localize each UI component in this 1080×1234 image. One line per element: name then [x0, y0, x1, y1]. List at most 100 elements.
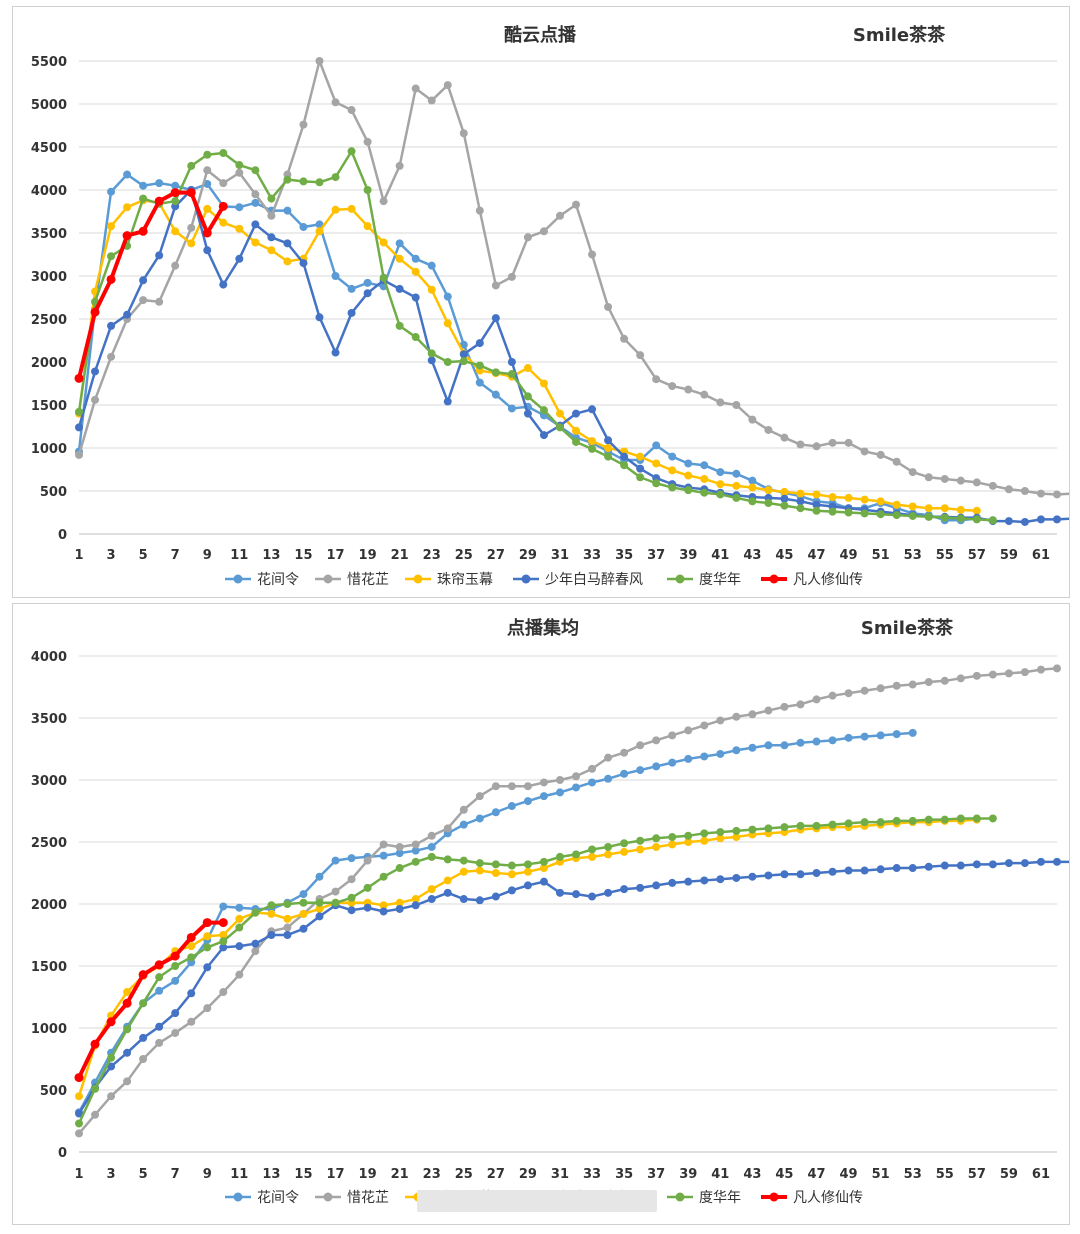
- data-point: [523, 782, 532, 791]
- data-point: [716, 716, 725, 725]
- x-tick-label: 7: [171, 548, 180, 563]
- data-point: [748, 710, 757, 719]
- data-point: [844, 819, 853, 828]
- data-point: [620, 461, 629, 470]
- data-point: [684, 831, 693, 840]
- data-point: [780, 494, 789, 503]
- x-tick-label: 45: [775, 1167, 793, 1182]
- data-point: [523, 881, 532, 890]
- data-point: [892, 511, 901, 520]
- data-point: [732, 746, 741, 755]
- data-point: [331, 856, 340, 865]
- data-point: [539, 857, 548, 866]
- data-point: [652, 842, 661, 851]
- x-tick-label: 33: [583, 548, 601, 563]
- data-point: [427, 842, 436, 851]
- data-point: [636, 473, 645, 482]
- x-tick-label: 9: [203, 548, 212, 563]
- data-point: [748, 415, 757, 424]
- data-point: [844, 733, 853, 742]
- data-point: [203, 204, 212, 213]
- data-point: [908, 511, 917, 520]
- y-tick-label: 4500: [31, 141, 67, 156]
- data-point: [475, 896, 484, 905]
- data-point: [186, 188, 196, 198]
- data-point: [251, 908, 260, 917]
- data-point: [876, 684, 885, 693]
- data-point: [251, 198, 260, 207]
- data-point: [443, 855, 452, 864]
- legend-marker: [769, 574, 779, 584]
- data-point: [588, 444, 597, 453]
- data-point: [122, 231, 132, 241]
- data-point: [235, 914, 244, 923]
- data-point: [860, 866, 869, 875]
- data-point: [139, 1055, 148, 1063]
- data-point: [299, 222, 308, 231]
- legend-item: 度华年: [667, 1190, 741, 1206]
- data-point: [908, 816, 917, 825]
- data-point: [588, 892, 597, 901]
- x-tick-label: 1: [74, 548, 83, 563]
- data-point: [812, 442, 821, 451]
- data-point: [732, 469, 741, 478]
- data-point: [620, 748, 629, 757]
- data-point: [75, 423, 83, 432]
- data-point: [668, 878, 677, 887]
- data-point: [347, 106, 356, 115]
- y-tick-label: 2500: [31, 836, 67, 851]
- data-point: [716, 490, 725, 499]
- data-point: [187, 953, 196, 962]
- data-point: [475, 792, 484, 801]
- data-point: [218, 918, 228, 928]
- data-point: [908, 864, 917, 873]
- data-point: [251, 220, 260, 229]
- data-point: [155, 297, 164, 306]
- data-point: [572, 890, 581, 899]
- data-point: [684, 459, 693, 468]
- data-point: [732, 481, 741, 490]
- data-point: [732, 873, 741, 882]
- data-point: [395, 239, 404, 248]
- data-point: [331, 98, 340, 107]
- data-point: [796, 504, 805, 513]
- data-point: [620, 452, 629, 461]
- data-point: [251, 939, 260, 948]
- x-tick-label: 25: [455, 1167, 473, 1182]
- legend-item: 珠帘玉幕: [405, 572, 493, 588]
- data-point: [459, 895, 468, 904]
- legend-item: 惜花芷: [315, 572, 389, 588]
- y-tick-label: 3000: [31, 774, 67, 789]
- x-tick-label: 23: [423, 548, 441, 563]
- data-point: [988, 860, 997, 869]
- series-凡人修仙传: [74, 918, 228, 1083]
- y-tick-label: 2000: [31, 898, 67, 913]
- data-point: [539, 778, 548, 787]
- data-point: [459, 350, 468, 359]
- data-point: [219, 937, 228, 946]
- data-point: [411, 333, 420, 342]
- data-point: [940, 504, 949, 513]
- data-point: [267, 246, 276, 255]
- data-point: [475, 206, 484, 215]
- data-point: [459, 856, 468, 865]
- legend-item: 度华年: [667, 572, 741, 588]
- legend-marker: [323, 574, 333, 584]
- legend-item: 惜花芷: [315, 1190, 389, 1206]
- data-point: [75, 1109, 83, 1118]
- data-point: [170, 951, 180, 961]
- data-point: [636, 883, 645, 892]
- data-point: [684, 877, 693, 886]
- data-point: [139, 194, 148, 203]
- data-point: [588, 437, 597, 446]
- data-point: [315, 178, 324, 187]
- data-point: [988, 481, 997, 490]
- x-tick-label: 51: [872, 548, 890, 563]
- legend-marker: [323, 1192, 333, 1202]
- data-point: [972, 506, 981, 515]
- legend-item: 少年白马醉春风: [513, 572, 643, 588]
- data-point: [620, 847, 629, 856]
- data-point: [219, 218, 228, 227]
- data-point: [604, 444, 613, 452]
